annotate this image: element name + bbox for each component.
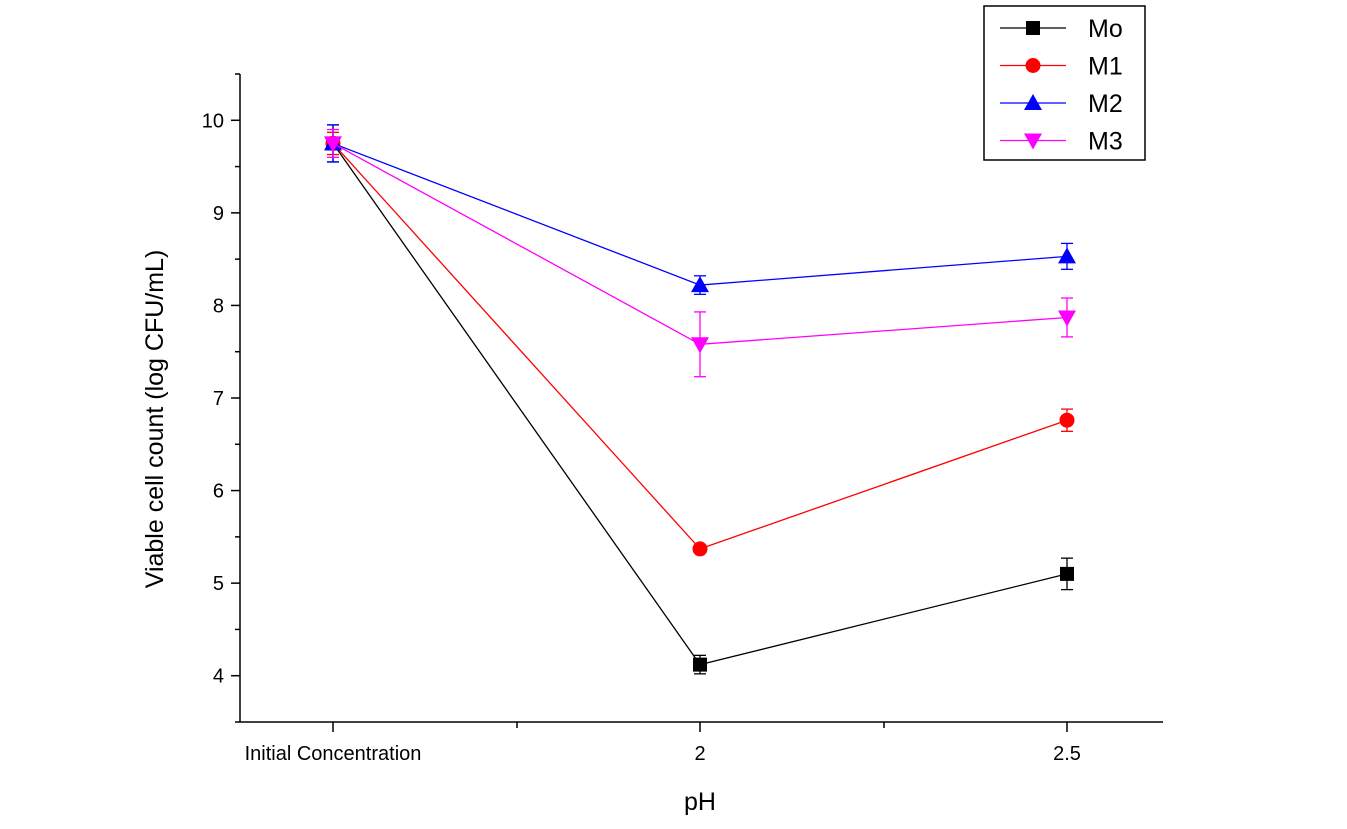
- legend: Mo M1 M2 M3: [983, 5, 1146, 161]
- legend-box: [983, 5, 1146, 161]
- data-point-mo: [693, 657, 707, 672]
- series-line-m2: [332, 142, 1068, 286]
- series-line-mo: [332, 143, 1068, 666]
- x-axis-title: pH: [684, 788, 716, 816]
- legend-marker-m2: [1024, 94, 1042, 110]
- series-mo: [326, 124, 1074, 675]
- data-point-m3: [691, 337, 709, 354]
- y-tick-label: 7: [213, 388, 224, 410]
- x-tick-label: Initial Concentration: [245, 743, 422, 765]
- y-axis-title: Viable cell count (log CFU/mL): [141, 250, 169, 589]
- y-tick-label: 10: [202, 110, 224, 132]
- legend-marker-m1: [1025, 58, 1041, 73]
- series-m2: [324, 124, 1076, 295]
- data-point-m1: [692, 541, 708, 557]
- legend-label-m1: M1: [1088, 53, 1123, 81]
- data-point-m2: [691, 276, 709, 293]
- y-tick-label: 5: [213, 573, 224, 595]
- legend-marker-m3: [1024, 133, 1042, 150]
- legend-label-mo: Mo: [1088, 15, 1123, 43]
- data-point-m1: [1059, 412, 1075, 428]
- y-tick-label: 9: [213, 203, 224, 225]
- y-tick-label: 4: [213, 666, 224, 688]
- legend-label-m3: M3: [1088, 128, 1123, 156]
- legend-marker-mo: [1026, 21, 1040, 35]
- axes: 4 5 6 7 8 9 10 Initial Concentration 2 2.5: [202, 73, 1163, 765]
- data-point-m2: [1058, 247, 1076, 264]
- series-m3: [324, 128, 1076, 378]
- y-tick-label: 8: [213, 295, 224, 317]
- data-point-m3: [324, 136, 342, 153]
- series-layer: [324, 124, 1076, 675]
- data-point-mo: [1060, 566, 1074, 581]
- y-tick-label: 6: [213, 481, 224, 503]
- x-tick-label: 2: [694, 743, 705, 765]
- x-tick-label: 2.5: [1053, 743, 1081, 765]
- legend-label-m2: M2: [1088, 90, 1123, 118]
- data-point-m3: [1058, 310, 1076, 327]
